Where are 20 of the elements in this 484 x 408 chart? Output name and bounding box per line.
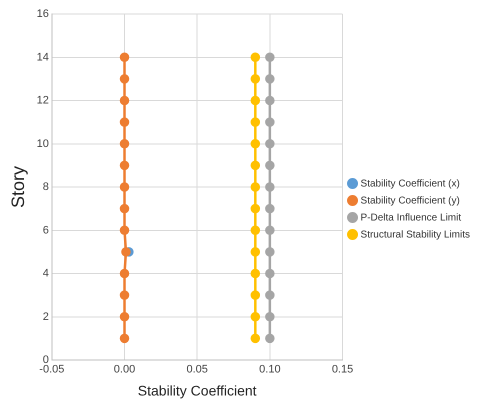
y-tick-label: 16 bbox=[36, 8, 49, 20]
x-tick-label: -0.05 bbox=[39, 364, 64, 376]
y-tick-label: 14 bbox=[36, 51, 49, 64]
x-tick-label: 0.05 bbox=[186, 364, 208, 376]
y-tick-label: 6 bbox=[42, 224, 49, 236]
x-axis-title: Stability Coefficient bbox=[138, 382, 257, 398]
y-tick-label: 0 bbox=[42, 354, 49, 366]
legend-label: P-Delta Influence Limit bbox=[360, 212, 462, 224]
x-tick-label: 0.15 bbox=[332, 364, 354, 376]
y-tick-label: 2 bbox=[42, 310, 49, 323]
legend-label: Stability Coefficient (x) bbox=[360, 178, 460, 190]
y-axis-title: Story bbox=[8, 166, 28, 208]
y-tick-label: 12 bbox=[36, 94, 49, 107]
legend-label: Stability Coefficient (y) bbox=[360, 195, 460, 206]
x-tick-label: 0.00 bbox=[114, 364, 136, 376]
legend-label: Structural Stability Limits bbox=[360, 229, 470, 240]
x-tick-label: 0.10 bbox=[259, 364, 281, 376]
y-tick-label: 10 bbox=[36, 138, 49, 150]
y-tick-label: 8 bbox=[42, 181, 49, 194]
y-tick-label: 4 bbox=[42, 268, 49, 280]
